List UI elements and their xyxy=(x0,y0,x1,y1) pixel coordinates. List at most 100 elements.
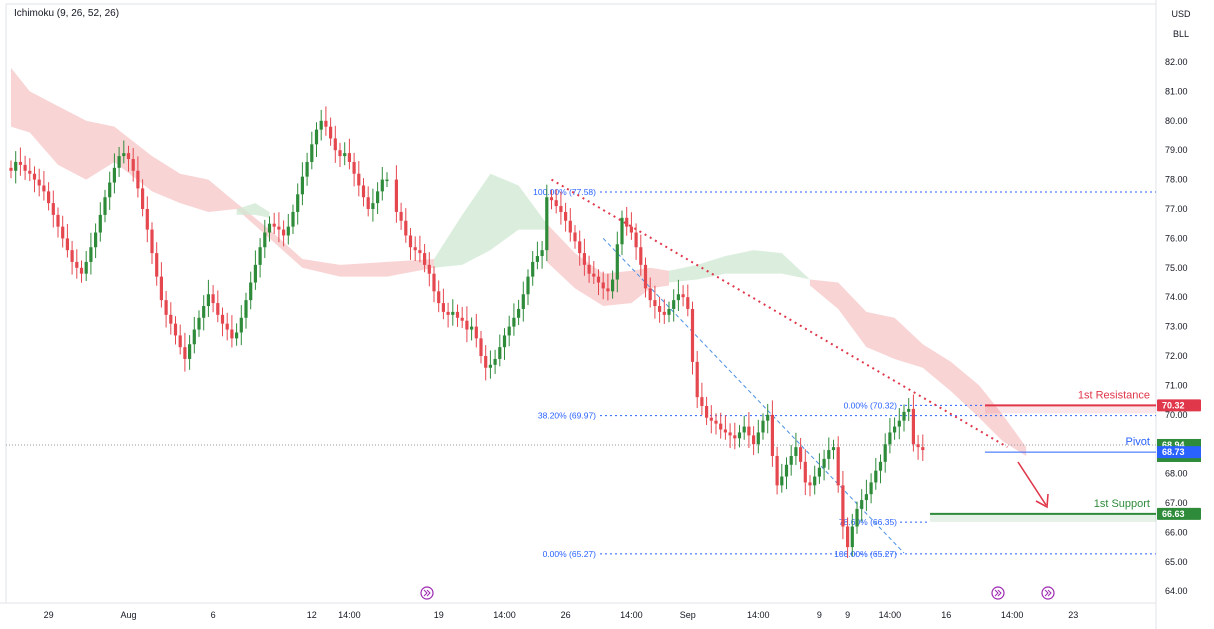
candle-body xyxy=(794,447,798,456)
candle-body xyxy=(629,226,633,233)
candle-body xyxy=(150,229,154,254)
candle-body xyxy=(695,361,699,398)
candle-body xyxy=(864,494,868,501)
candle-body xyxy=(714,420,718,424)
price-tick: 82.00 xyxy=(1165,57,1188,67)
candle-body xyxy=(517,308,521,318)
candle-body xyxy=(108,182,112,198)
price-tick: 77.00 xyxy=(1165,204,1188,214)
candle-body xyxy=(61,226,65,239)
pivot-tag-bg xyxy=(1157,446,1201,459)
candle-body xyxy=(253,264,257,283)
price-tick: 66.00 xyxy=(1165,527,1188,537)
candle-body xyxy=(272,223,276,227)
candle-body xyxy=(860,500,864,509)
candle-body xyxy=(766,414,770,421)
candle-body xyxy=(488,364,492,368)
event-marker-icon-glyph xyxy=(1044,589,1052,597)
candle-body xyxy=(474,326,478,339)
price-tick: 75.00 xyxy=(1165,263,1188,273)
dividend-marker-icon[interactable] xyxy=(991,586,1005,600)
price-tick: 64.00 xyxy=(1165,586,1188,596)
candle-body xyxy=(573,232,577,242)
candle-body xyxy=(37,179,41,186)
candle-body xyxy=(300,176,304,195)
candle-body xyxy=(521,294,525,309)
time-tick: 14:00 xyxy=(1001,610,1024,620)
candle-body xyxy=(305,161,309,177)
candle-body xyxy=(719,423,723,430)
price-tick: 74.00 xyxy=(1165,292,1188,302)
price-tick: 68.00 xyxy=(1165,469,1188,479)
time-tick: 14:00 xyxy=(493,610,516,620)
candle-body xyxy=(888,432,892,445)
candle-body xyxy=(282,229,286,236)
candle-body xyxy=(502,335,507,348)
candle-body xyxy=(775,455,779,486)
candle-body xyxy=(874,470,878,483)
candle-body xyxy=(803,461,807,483)
candle-body xyxy=(549,197,554,201)
candle-body xyxy=(51,203,55,215)
price-tick: 73.00 xyxy=(1165,322,1188,332)
currency-button[interactable]: USD xyxy=(1160,5,1202,23)
price-tick: 81.00 xyxy=(1165,86,1188,96)
candle-body xyxy=(437,291,441,304)
candle-body xyxy=(286,226,290,236)
price-tick: 71.00 xyxy=(1165,380,1188,390)
time-tick: 9 xyxy=(845,610,850,620)
time-tick: 19 xyxy=(434,610,444,620)
projection-arrowhead xyxy=(1035,493,1049,509)
indicator-legend[interactable]: Ichimoku (9, 26, 52, 26) xyxy=(14,8,120,19)
bear-cloud xyxy=(11,67,434,277)
candle-body xyxy=(418,250,422,254)
candle-body xyxy=(343,153,347,157)
candle-body xyxy=(752,435,756,445)
event-marker-icon[interactable] xyxy=(1041,586,1055,600)
candle-body xyxy=(131,159,135,171)
candle-body xyxy=(681,294,685,298)
time-tick: 14:00 xyxy=(879,610,902,620)
time-tick: 14:00 xyxy=(338,610,361,620)
resistance-label: 1st Resistance xyxy=(1078,389,1150,401)
price-tick: 65.00 xyxy=(1165,557,1188,567)
candle-body xyxy=(564,211,568,221)
candle-body xyxy=(747,426,751,436)
candle-body xyxy=(216,303,220,315)
descending-trendline xyxy=(550,178,1008,449)
candle-body xyxy=(159,276,163,301)
time-tick: 6 xyxy=(211,610,216,620)
candle-body xyxy=(911,408,915,445)
candle-body xyxy=(643,264,648,289)
candle-body xyxy=(878,461,883,471)
candle-body xyxy=(324,120,328,127)
candle-body xyxy=(126,153,131,160)
candle-body xyxy=(869,482,873,495)
candle-body xyxy=(578,241,582,254)
candle-body xyxy=(404,220,408,236)
candle-body xyxy=(808,482,812,486)
bull-cloud xyxy=(434,173,547,268)
candle-body xyxy=(89,247,93,262)
event-marker-icon[interactable] xyxy=(420,586,434,600)
candle-body xyxy=(761,420,765,433)
candle-body xyxy=(526,276,530,295)
candle-body xyxy=(371,203,375,209)
candle-body xyxy=(592,273,596,277)
time-tick: 12 xyxy=(307,610,317,620)
unit-button[interactable]: BLL xyxy=(1160,25,1202,43)
candle-body xyxy=(817,467,821,477)
candle-body xyxy=(705,405,709,418)
candle-body xyxy=(658,306,662,312)
candle-body xyxy=(531,261,535,277)
candle-body xyxy=(239,317,243,333)
fib-0-label: 0.00% (65.27) xyxy=(543,549,597,559)
candle-body xyxy=(32,173,37,180)
candle-body xyxy=(709,417,713,421)
candle-body xyxy=(14,161,18,171)
candle-body xyxy=(258,247,262,265)
price-tick: 80.00 xyxy=(1165,116,1188,126)
candle-body xyxy=(554,200,558,207)
